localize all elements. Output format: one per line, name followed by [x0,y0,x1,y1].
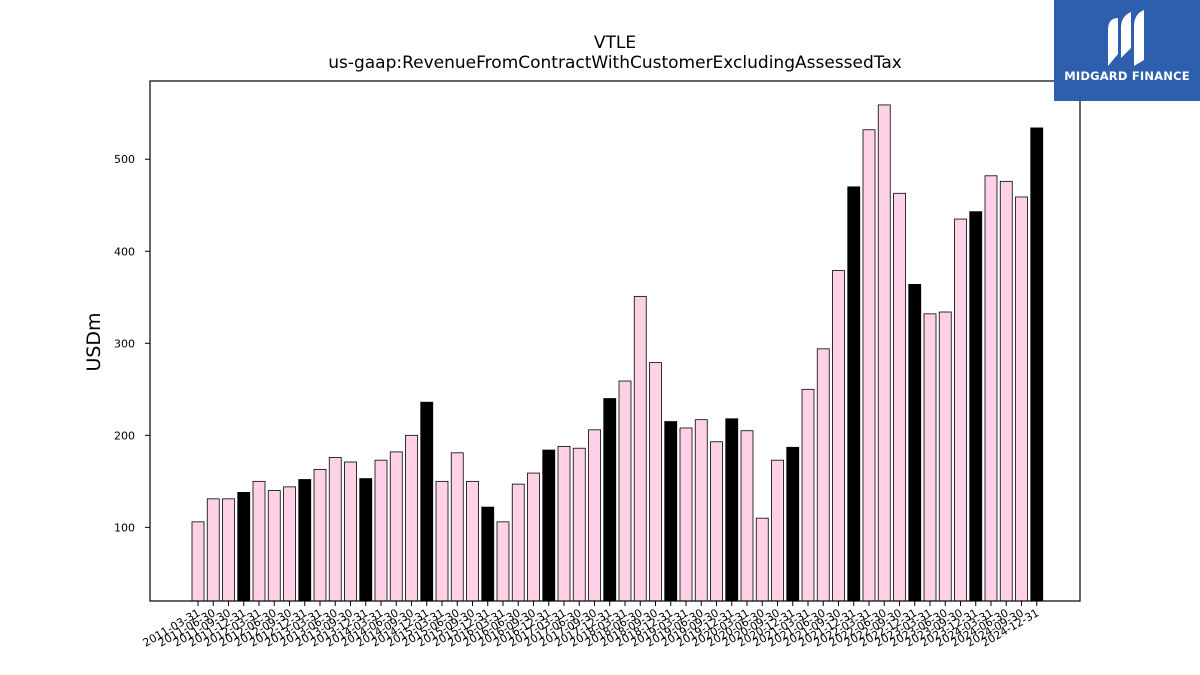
bar-2019-12-31 [725,418,739,602]
logo-text: MIDGARD FINANCE [1064,69,1190,83]
bar-2013-09-30 [344,461,357,602]
y-tick-label: 200 [114,429,135,442]
bar-2021-12-31 [847,186,861,602]
y-tick-label: 500 [114,153,135,166]
bar-2020-06-30 [755,517,769,602]
bar-2024-09-30 [1015,196,1028,602]
bar-2012-12-31 [298,479,312,602]
bar-2018-12-31 [664,421,678,602]
bar-2016-06-30 [511,483,525,602]
bar-2021-09-30 [832,270,845,602]
bar-2022-03-31 [862,129,876,602]
bar-2023-12-31 [969,211,983,602]
bar-2015-03-31 [435,480,449,602]
bar-2014-03-31 [374,459,388,602]
bar-2022-09-30 [893,192,906,602]
y-tick-label: 400 [114,245,135,258]
bar-2017-12-31 [603,398,617,602]
bar-2015-12-31 [481,506,495,602]
chart-subtitle: us-gaap:RevenueFromContractWithCustomerE… [328,53,902,73]
y-axis-label: USDm [83,312,105,371]
bar-2016-12-31 [542,449,556,602]
bar-2024-06-30 [999,180,1013,602]
bar-2013-12-31 [359,478,373,602]
bar-2011-03-31 [191,521,205,602]
bar-2014-12-31 [420,401,434,602]
bar-2015-06-30 [450,452,464,602]
bar-2023-06-30 [938,311,952,602]
bar-2020-03-31 [740,430,754,602]
y-tick-label: 100 [114,521,135,534]
bar-2018-09-30 [649,362,662,602]
y-tick-label: 300 [114,337,135,350]
bar-2021-03-31 [801,388,815,602]
bar-2020-12-31 [786,446,800,602]
bar-2024-03-31 [984,175,998,602]
bar-2024-12-31 [1030,127,1044,602]
bar-2022-12-31 [908,283,922,602]
bar-2011-12-31 [237,491,251,602]
bar-2012-06-30 [267,490,281,602]
bar-2022-06-30 [877,104,891,602]
bar-2014-06-30 [389,451,403,602]
bar-2017-09-30 [588,429,601,602]
bar-2017-06-30 [572,447,586,602]
bar-2012-03-31 [252,480,266,602]
bar-2015-09-30 [466,480,479,602]
bar-2019-06-30 [694,419,708,602]
bar-2021-06-30 [816,348,830,602]
bar-2023-03-31 [923,313,937,602]
bar-2018-03-31 [618,380,632,602]
bar-2017-03-31 [557,445,571,602]
bar-2014-09-30 [405,434,418,602]
bar-2016-03-31 [496,521,510,602]
bar-2011-06-30 [206,498,220,602]
midgard-finance-logo: MIDGARD FINANCE [1054,0,1200,101]
bar-2011-09-30 [222,498,235,602]
chart-title: VTLE [594,33,636,53]
bar-2013-03-31 [313,468,327,602]
bar-2018-06-30 [633,295,647,602]
bar-2023-09-30 [954,218,967,602]
bar-2012-09-30 [283,486,296,602]
bar-2019-09-30 [710,441,723,602]
plot-frame [149,80,1081,602]
midgard-logo-icon [1108,10,1144,66]
bar-2013-06-30 [328,457,342,602]
bars-group [191,104,1044,602]
bar-2019-03-31 [679,427,693,602]
x-ticks-group: 2011-03-312011-06-302011-09-302011-12-31… [141,601,1041,650]
bar-2020-09-30 [771,459,784,602]
y-ticks-group: 100 200 300 400 500 [114,153,150,534]
bar-2016-09-30 [527,472,540,602]
